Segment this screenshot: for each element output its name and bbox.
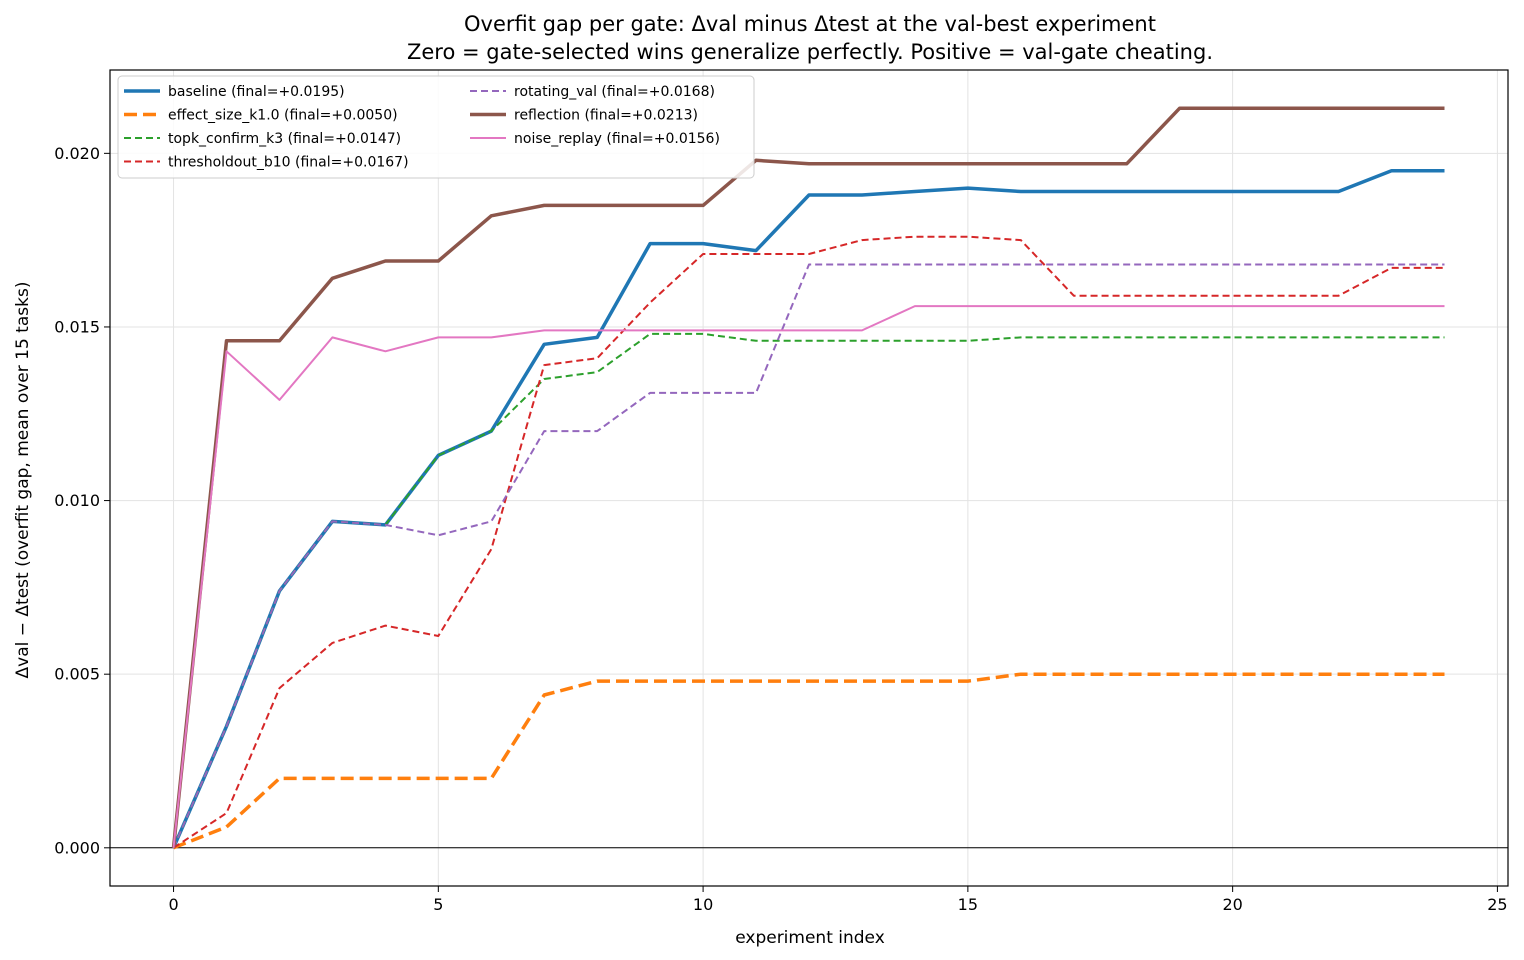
plot-frame <box>109 69 1509 887</box>
legend: baseline (final=+0.0195) effect_size_k1.0… <box>117 75 755 179</box>
x-tick-label: 0 <box>168 895 178 914</box>
legend-label-effect_size_k1.0: effect_size_k1.0 (final=+0.0050) <box>168 108 398 124</box>
series-line-effect_size_k1.0 <box>172 672 1445 850</box>
legend-label-reflection: reflection (final=+0.0213) <box>514 108 698 124</box>
y-axis-label: Δval − Δtest (overfit gap, mean over 15 … <box>13 282 33 679</box>
y-tick-label: 0.020 <box>54 144 100 163</box>
series-line-noise_replay <box>172 305 1445 848</box>
legend-box <box>117 75 755 179</box>
series-lines <box>171 106 1445 850</box>
x-axis: 0 5 10 15 20 25 <box>168 886 1508 914</box>
legend-label-rotating_val: rotating_val (final=+0.0168) <box>514 84 715 100</box>
series-line-rotating_val <box>172 263 1445 849</box>
y-tick-label: 0.010 <box>54 491 100 510</box>
chart-title-line1: Overfit gap per gate: Δval minus Δtest a… <box>464 12 1156 36</box>
legend-label-thresholdout_b10: thresholdout_b10 (final=+0.0167) <box>168 155 409 171</box>
y-tick-label: 0.015 <box>54 317 100 336</box>
series-line-reflection <box>171 106 1445 848</box>
legend-label-topk_confirm_k3: topk_confirm_k3 (final=+0.0147) <box>168 131 401 147</box>
x-tick-label: 20 <box>1222 895 1242 914</box>
y-axis: 0.000 0.005 0.010 0.015 0.020 <box>54 144 110 857</box>
y-tick-label: 0.005 <box>54 665 100 684</box>
x-tick-label: 15 <box>958 895 978 914</box>
x-tick-label: 5 <box>433 895 443 914</box>
y-tick-label: 0.000 <box>54 838 100 857</box>
x-axis-label: experiment index <box>735 928 885 948</box>
legend-label-noise_replay: noise_replay (final=+0.0156) <box>514 131 720 147</box>
x-tick-label: 10 <box>693 895 713 914</box>
legend-label-baseline: baseline (final=+0.0195) <box>168 84 345 100</box>
x-tick-label: 25 <box>1487 895 1507 914</box>
chart-title-line2: Zero = gate-selected wins generalize per… <box>407 40 1213 64</box>
series-line-thresholdout_b10 <box>172 235 1445 849</box>
